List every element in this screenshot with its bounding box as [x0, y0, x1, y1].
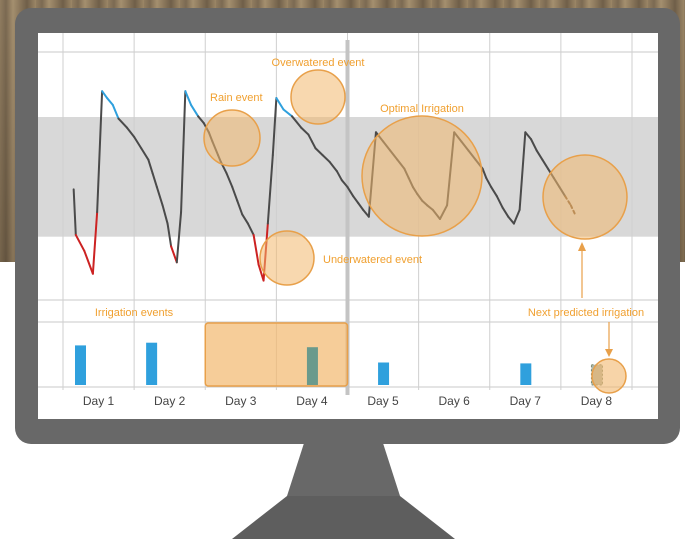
irrigation-highlight-region [204, 322, 349, 387]
moisture-line-segment [190, 103, 200, 118]
moisture-line-segment [507, 215, 515, 225]
monitor-stand-neck [287, 440, 400, 496]
moisture-line-segment [300, 126, 310, 136]
moisture-line-segment [310, 140, 317, 150]
moisture-line-segment [166, 222, 173, 248]
monitor-stand-base [232, 496, 455, 539]
moisture-line-segment [535, 149, 544, 161]
moisture-line-segment [362, 208, 370, 218]
annotation-label: Next predicted irrigation [528, 307, 644, 319]
moisture-line-segment [512, 208, 521, 225]
moisture-line-segment [111, 103, 120, 120]
annotation-label: Optimal Irrigation [380, 103, 464, 115]
moisture-line-segment [126, 126, 136, 138]
moisture-line-segment [485, 176, 493, 189]
x-tick-label: Day 6 [439, 394, 471, 408]
moisture-line-segment [170, 245, 178, 264]
moisture-line-segment [241, 213, 249, 225]
moisture-line-segment [140, 147, 150, 161]
moisture-line-segment [175, 211, 183, 264]
moisture-line-segment [524, 131, 533, 141]
moisture-line-segment [271, 97, 278, 157]
moisture-line-segment [518, 131, 527, 211]
moisture-line-segment [541, 158, 550, 170]
annotation-label: Underwatered event [323, 254, 422, 266]
annotation-circle [259, 230, 315, 286]
moisture-line-segment [282, 108, 294, 118]
irrigation-bar [306, 347, 318, 385]
moisture-line-segment [133, 135, 143, 150]
chart-area: Rain event Overwatered event Optimal Irrig… [38, 33, 658, 408]
annotation-circle [290, 69, 346, 125]
moisture-line-segment [74, 233, 86, 252]
moisture-line-segment [117, 117, 129, 129]
moisture-line-segment [236, 199, 244, 216]
annotation-circle [203, 109, 261, 167]
x-tick-label: Day 5 [367, 394, 399, 408]
moisture-line-segment [257, 263, 265, 282]
irrigation-bar [378, 362, 390, 385]
moisture-line-segment [184, 90, 193, 106]
moisture-line-segment [91, 211, 99, 275]
predicted-irrigation-circle [591, 358, 627, 394]
moisture-line-segment [266, 154, 274, 225]
moisture-line-segment [490, 186, 498, 198]
moisture-line-segment [314, 147, 324, 157]
moisture-line-segment [106, 97, 114, 106]
x-tick-label: Day 1 [83, 394, 115, 408]
moisture-line-segment [335, 170, 343, 182]
moisture-line-segment [155, 186, 164, 207]
annotation-label: Overwatered event [272, 57, 365, 69]
x-tick-label: Day 8 [581, 394, 613, 408]
annotation-circle [542, 154, 628, 240]
moisture-line-segment [352, 195, 360, 205]
moisture-line-segment [291, 115, 303, 129]
x-tick-label: Day 2 [154, 394, 186, 408]
moisture-line-segment [72, 188, 77, 236]
moisture-line-segment [180, 90, 187, 214]
moisture-line-segment [357, 202, 365, 211]
irrigation-bar [520, 363, 532, 385]
moisture-line-segment [501, 206, 510, 218]
arrow-head [605, 349, 613, 357]
moisture-line-segment [346, 186, 355, 198]
irrigation-bar [75, 345, 86, 385]
moisture-line-segment [275, 97, 285, 111]
annotation-label: Rain event [210, 92, 263, 104]
moisture-line-segment [246, 222, 255, 236]
x-tick-label: Day 4 [296, 394, 328, 408]
x-tick-label: Day 7 [510, 394, 542, 408]
moisture-line-segment [96, 90, 104, 214]
irrigation-bar [146, 342, 158, 385]
moisture-line-segment [530, 138, 538, 152]
moisture-line-segment [225, 172, 234, 189]
moisture-line-segment [495, 195, 504, 209]
annotation-label: Irrigation events [95, 307, 174, 319]
moisture-line-segment [83, 249, 94, 275]
moisture-line-segment [147, 158, 154, 175]
moisture-line-segment [231, 186, 239, 202]
moisture-line-segment [101, 90, 109, 100]
moisture-line-segment [252, 233, 260, 266]
moisture-line-segment [481, 167, 488, 179]
moisture-line-segment [307, 133, 313, 143]
arrow-head [578, 242, 586, 251]
x-tick-label: Day 3 [225, 394, 257, 408]
annotation-circle [361, 115, 483, 237]
moisture-line-segment [340, 179, 349, 189]
moisture-line-segment [321, 154, 331, 163]
moisture-line-segment [151, 172, 158, 189]
moisture-line-segment [328, 160, 338, 173]
moisture-line-segment [197, 115, 205, 125]
moisture-line-segment [161, 204, 169, 225]
